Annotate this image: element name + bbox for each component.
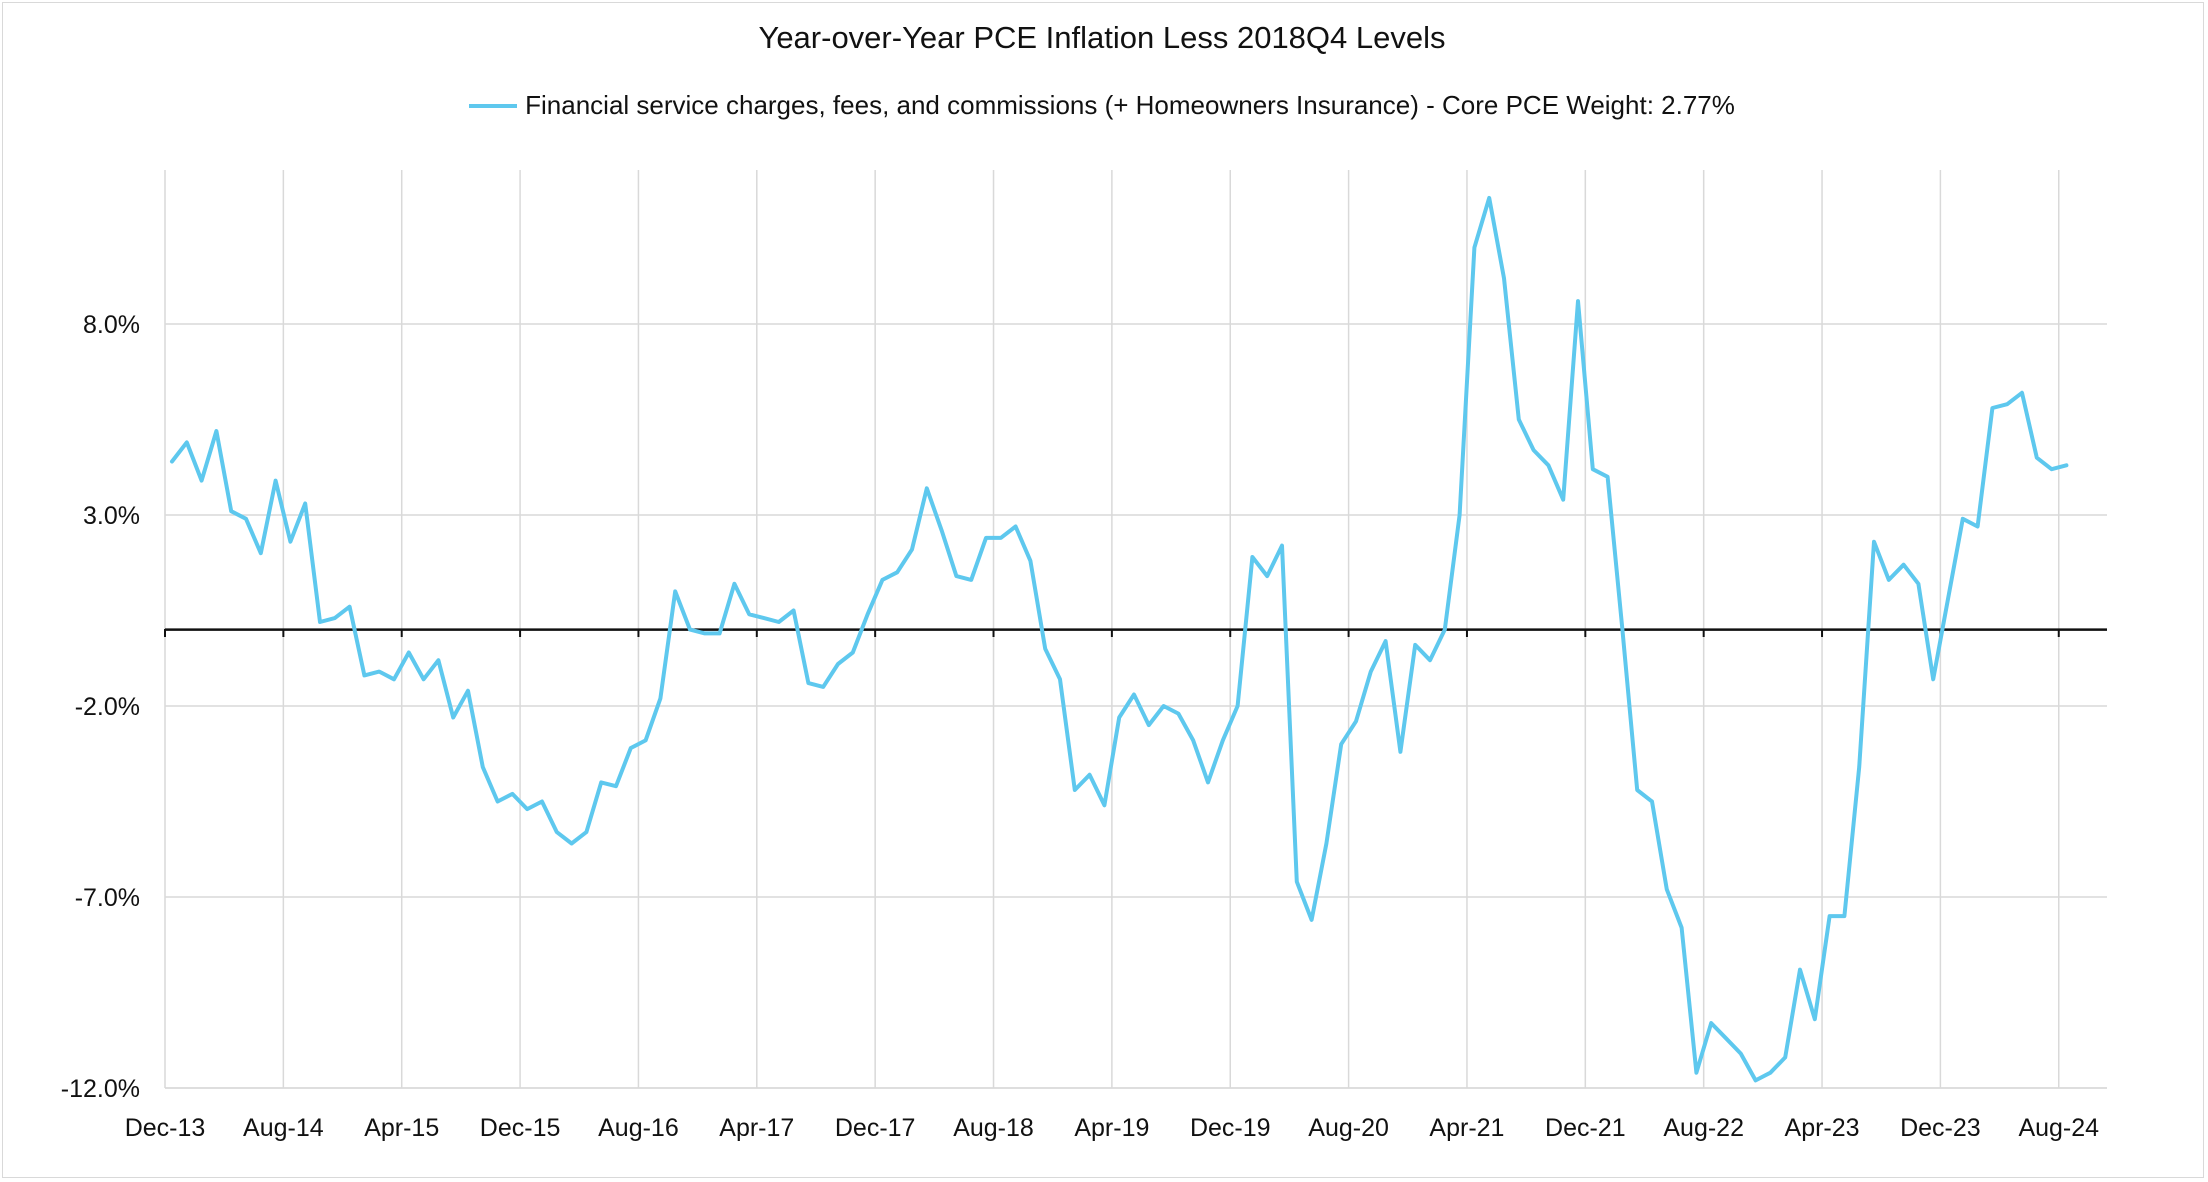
x-tick-label: Apr-15 — [364, 1114, 439, 1142]
x-tick-label: Aug-22 — [1663, 1114, 1744, 1142]
x-tick-label: Apr-21 — [1429, 1114, 1504, 1142]
x-tick-label: Aug-18 — [953, 1114, 1034, 1142]
x-tick-label: Apr-23 — [1785, 1114, 1860, 1142]
x-tick-label: Aug-14 — [243, 1114, 324, 1142]
x-tick-label: Aug-16 — [598, 1114, 679, 1142]
x-tick-label: Dec-13 — [125, 1114, 206, 1142]
x-tick-label: Aug-20 — [1308, 1114, 1389, 1142]
x-tick-label: Dec-23 — [1900, 1114, 1981, 1142]
x-tick-label: Aug-24 — [2018, 1114, 2099, 1142]
y-tick-label: 8.0% — [83, 311, 140, 339]
legend: Financial service charges, fees, and com… — [0, 90, 2204, 121]
y-tick-label: 3.0% — [83, 502, 140, 530]
x-tick-label: Dec-17 — [835, 1114, 916, 1142]
x-tick-label: Apr-17 — [719, 1114, 794, 1142]
chart-title: Year-over-Year PCE Inflation Less 2018Q4… — [758, 20, 1446, 55]
x-tick-label: Dec-19 — [1190, 1114, 1271, 1142]
series-line — [170, 195, 2069, 1083]
x-tick-label: Dec-15 — [480, 1114, 561, 1142]
legend-label: Financial service charges, fees, and com… — [525, 90, 1735, 120]
y-tick-label: -2.0% — [75, 693, 140, 721]
x-tick-label: Dec-21 — [1545, 1114, 1626, 1142]
y-tick-label: -12.0% — [61, 1075, 140, 1103]
legend-line-swatch — [469, 103, 518, 108]
x-tick-label: Apr-19 — [1074, 1114, 1149, 1142]
y-tick-label: -7.0% — [75, 884, 140, 912]
